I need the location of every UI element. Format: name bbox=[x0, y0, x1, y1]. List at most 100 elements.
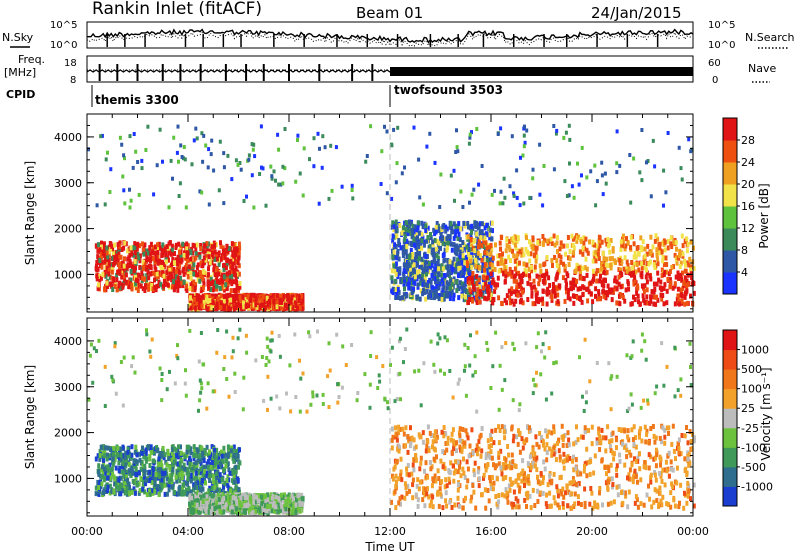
echo-cell bbox=[607, 287, 611, 293]
echo-cell bbox=[108, 241, 112, 246]
power-ytick-label-1: 1000 bbox=[54, 268, 82, 281]
echo-cell bbox=[392, 249, 396, 255]
echo-cell bbox=[638, 301, 642, 307]
echo-cell bbox=[198, 278, 202, 284]
echo-cell bbox=[163, 262, 167, 267]
echo-cell bbox=[114, 451, 118, 457]
echo-cell bbox=[460, 254, 463, 260]
echo-cell bbox=[161, 159, 164, 164]
echo-cell bbox=[108, 476, 112, 482]
echo-cell bbox=[197, 293, 201, 299]
echo-cell bbox=[482, 238, 486, 244]
echo-cell bbox=[199, 260, 203, 266]
echo-cell bbox=[188, 303, 192, 308]
echo-cell bbox=[453, 244, 457, 250]
echo-cell bbox=[457, 221, 461, 226]
echo-cell bbox=[404, 277, 408, 282]
echo-cell bbox=[523, 124, 526, 129]
echo-cell bbox=[641, 239, 645, 245]
echo-cell bbox=[128, 205, 132, 210]
echo-cell bbox=[418, 195, 422, 200]
echo-cell bbox=[236, 453, 240, 459]
echo-cell bbox=[224, 282, 228, 288]
echo-cell bbox=[194, 282, 198, 287]
echo-cell bbox=[179, 444, 182, 450]
echo-cell bbox=[615, 300, 619, 306]
echo-cell bbox=[137, 192, 141, 197]
echo-cell bbox=[97, 463, 101, 469]
echo-cell bbox=[234, 480, 238, 486]
echo-cell bbox=[606, 290, 610, 296]
echo-cell bbox=[402, 262, 406, 268]
cpid-segment-1: themis 3300 bbox=[95, 93, 179, 107]
echo-cell bbox=[453, 268, 457, 273]
echo-cell bbox=[596, 251, 600, 257]
echo-cell bbox=[308, 157, 311, 162]
echo-cell bbox=[578, 249, 582, 255]
echo-cell bbox=[223, 466, 226, 472]
power-colorbar-segment-4 bbox=[723, 206, 737, 229]
echo-cell bbox=[238, 281, 242, 286]
echo-cell bbox=[225, 458, 229, 464]
echo-cell bbox=[456, 257, 460, 263]
echo-cell bbox=[569, 280, 573, 286]
echo-cell bbox=[272, 299, 276, 305]
echo-cell bbox=[197, 305, 201, 311]
echo-cell bbox=[232, 444, 236, 450]
echo-cell bbox=[405, 244, 409, 249]
echo-cell bbox=[229, 297, 233, 303]
echo-cell bbox=[588, 239, 591, 245]
echo-cell bbox=[636, 285, 640, 291]
echo-cell bbox=[207, 465, 211, 471]
echo-cell bbox=[148, 245, 152, 251]
echo-cell bbox=[181, 241, 185, 247]
echo-cell bbox=[516, 283, 520, 289]
echo-cell bbox=[141, 259, 145, 265]
echo-cell bbox=[252, 292, 256, 298]
echo-cell bbox=[232, 458, 236, 464]
echo-cell bbox=[242, 300, 245, 306]
echo-cell bbox=[143, 463, 147, 469]
echo-cell bbox=[576, 161, 579, 166]
echo-cell bbox=[418, 240, 422, 246]
echo-cell bbox=[499, 126, 503, 131]
echo-cell bbox=[457, 260, 461, 266]
echo-cell bbox=[629, 234, 633, 240]
echo-cell bbox=[566, 273, 570, 279]
echo-cell bbox=[638, 170, 642, 175]
echo-cell bbox=[192, 482, 196, 488]
echo-cell bbox=[97, 492, 101, 497]
echo-cell bbox=[152, 449, 155, 455]
echo-cell bbox=[265, 295, 269, 301]
echo-cell bbox=[665, 262, 669, 267]
echo-cell bbox=[229, 448, 233, 454]
echo-cell bbox=[514, 298, 518, 304]
echo-cell bbox=[483, 225, 487, 231]
echo-cell bbox=[237, 252, 241, 258]
echo-cell bbox=[630, 260, 634, 265]
echo-cell bbox=[503, 297, 507, 303]
echo-cell bbox=[99, 251, 103, 257]
echo-cell bbox=[449, 173, 453, 178]
echo-cell bbox=[207, 147, 211, 152]
echo-cell bbox=[137, 481, 141, 487]
echo-cell bbox=[414, 232, 418, 238]
echo-cell bbox=[522, 261, 526, 267]
echo-cell bbox=[439, 229, 443, 235]
echo-cell bbox=[585, 247, 589, 253]
noise-strip: N.Sky 10^5 10^0 10^5 10^0 N.Search bbox=[2, 20, 795, 51]
echo-cell bbox=[591, 239, 595, 245]
echo-cell bbox=[448, 259, 452, 265]
echo-cell bbox=[632, 270, 635, 276]
echo-cell bbox=[455, 279, 459, 285]
echo-cell bbox=[208, 298, 212, 303]
echo-cell bbox=[145, 492, 149, 498]
echo-cell bbox=[510, 236, 514, 242]
echo-cell bbox=[505, 243, 509, 249]
echo-cell bbox=[418, 296, 422, 302]
echo-cell bbox=[394, 271, 398, 277]
echo-cell bbox=[226, 462, 230, 467]
echo-cell bbox=[237, 487, 241, 493]
echo-cell bbox=[220, 449, 223, 455]
echo-cell bbox=[552, 284, 555, 290]
